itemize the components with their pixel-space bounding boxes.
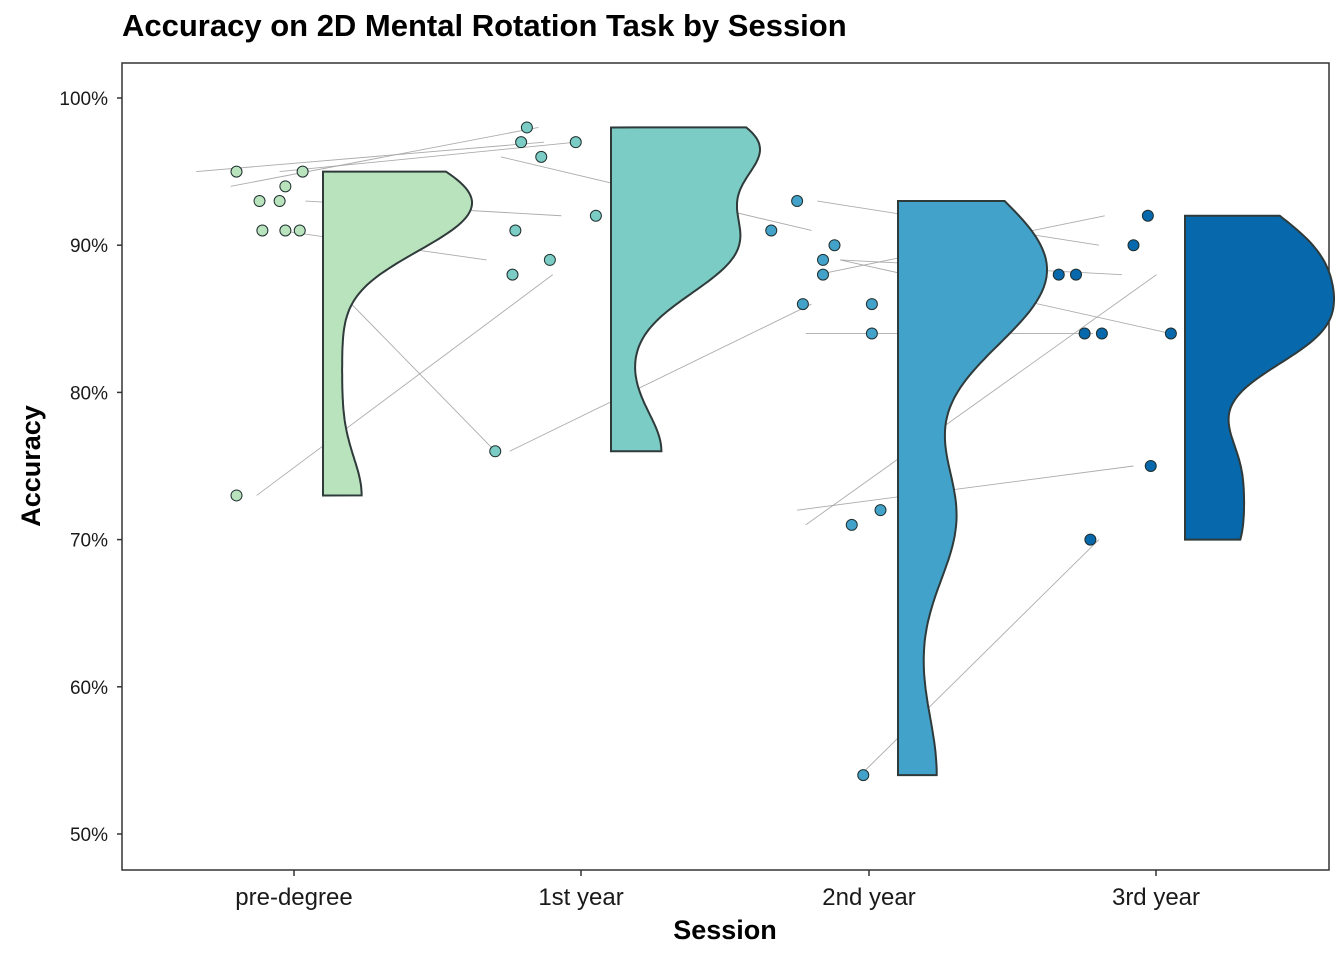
axes: 50% 60% 70% 80% 90% 100% pre-degree 1st year 2nd… <box>59 89 1200 911</box>
data-point <box>569 136 582 149</box>
x-tick-label: 3rd year <box>1112 884 1200 911</box>
data-point <box>535 150 548 163</box>
connector-line <box>860 539 1100 776</box>
data-point <box>520 121 533 134</box>
data-point <box>796 298 809 311</box>
data-point <box>230 165 243 178</box>
data-point <box>1078 327 1091 340</box>
data-point <box>509 224 522 237</box>
data-point <box>865 327 878 340</box>
data-point <box>1127 239 1140 252</box>
data-point <box>506 268 519 281</box>
connector-line <box>196 141 545 173</box>
data-point <box>230 489 243 502</box>
data-point <box>1141 209 1154 222</box>
data-point <box>589 209 602 222</box>
data-point <box>489 445 502 458</box>
data-point <box>543 253 556 266</box>
density-cloud <box>1184 214 1335 541</box>
density-cloud <box>322 170 473 497</box>
data-point <box>273 195 286 208</box>
data-point <box>1070 268 1082 281</box>
density-cloud <box>610 126 762 453</box>
data-point <box>253 195 266 208</box>
y-tick-label: 50% <box>70 825 108 846</box>
connector-line <box>509 303 812 452</box>
data-point <box>515 136 528 149</box>
x-tick-label: pre-degree <box>235 884 352 911</box>
y-tick-label: 70% <box>70 531 108 552</box>
data-point <box>279 180 292 193</box>
x-tick-label: 2nd year <box>822 884 915 911</box>
data-point <box>765 224 778 237</box>
connector-line <box>797 465 1134 511</box>
connector-line <box>805 274 1157 526</box>
density-clouds <box>322 126 1335 777</box>
data-point <box>845 518 858 531</box>
connector-line <box>230 126 539 187</box>
data-point <box>857 769 870 782</box>
chart-title: Accuracy on 2D Mental Rotation Task by S… <box>122 8 847 43</box>
density-cloud <box>897 199 1049 777</box>
data-point <box>817 253 829 266</box>
data-points <box>230 121 1177 782</box>
x-tick-label: 1st year <box>538 884 623 911</box>
y-tick-label: 80% <box>70 383 108 404</box>
data-point <box>1164 327 1177 340</box>
data-point <box>1052 268 1065 281</box>
data-point <box>791 195 804 208</box>
data-point <box>1095 327 1108 340</box>
data-point <box>296 165 309 178</box>
data-point <box>1084 533 1097 546</box>
data-point <box>817 268 829 281</box>
connector-line <box>256 274 554 496</box>
plot-panel <box>121 62 1330 871</box>
y-tick-label: 60% <box>70 678 108 699</box>
y-tick-label: 90% <box>70 236 108 257</box>
data-point <box>865 298 878 311</box>
data-point <box>874 504 887 517</box>
data-point <box>828 239 841 252</box>
data-point <box>256 224 269 237</box>
data-point <box>279 224 292 237</box>
data-point <box>1144 460 1157 472</box>
x-axis-title: Session <box>673 915 777 945</box>
data-point <box>293 224 306 237</box>
y-tick-label: 100% <box>59 89 108 110</box>
connector-line <box>279 141 576 173</box>
y-axis-title: Accuracy <box>16 405 46 527</box>
